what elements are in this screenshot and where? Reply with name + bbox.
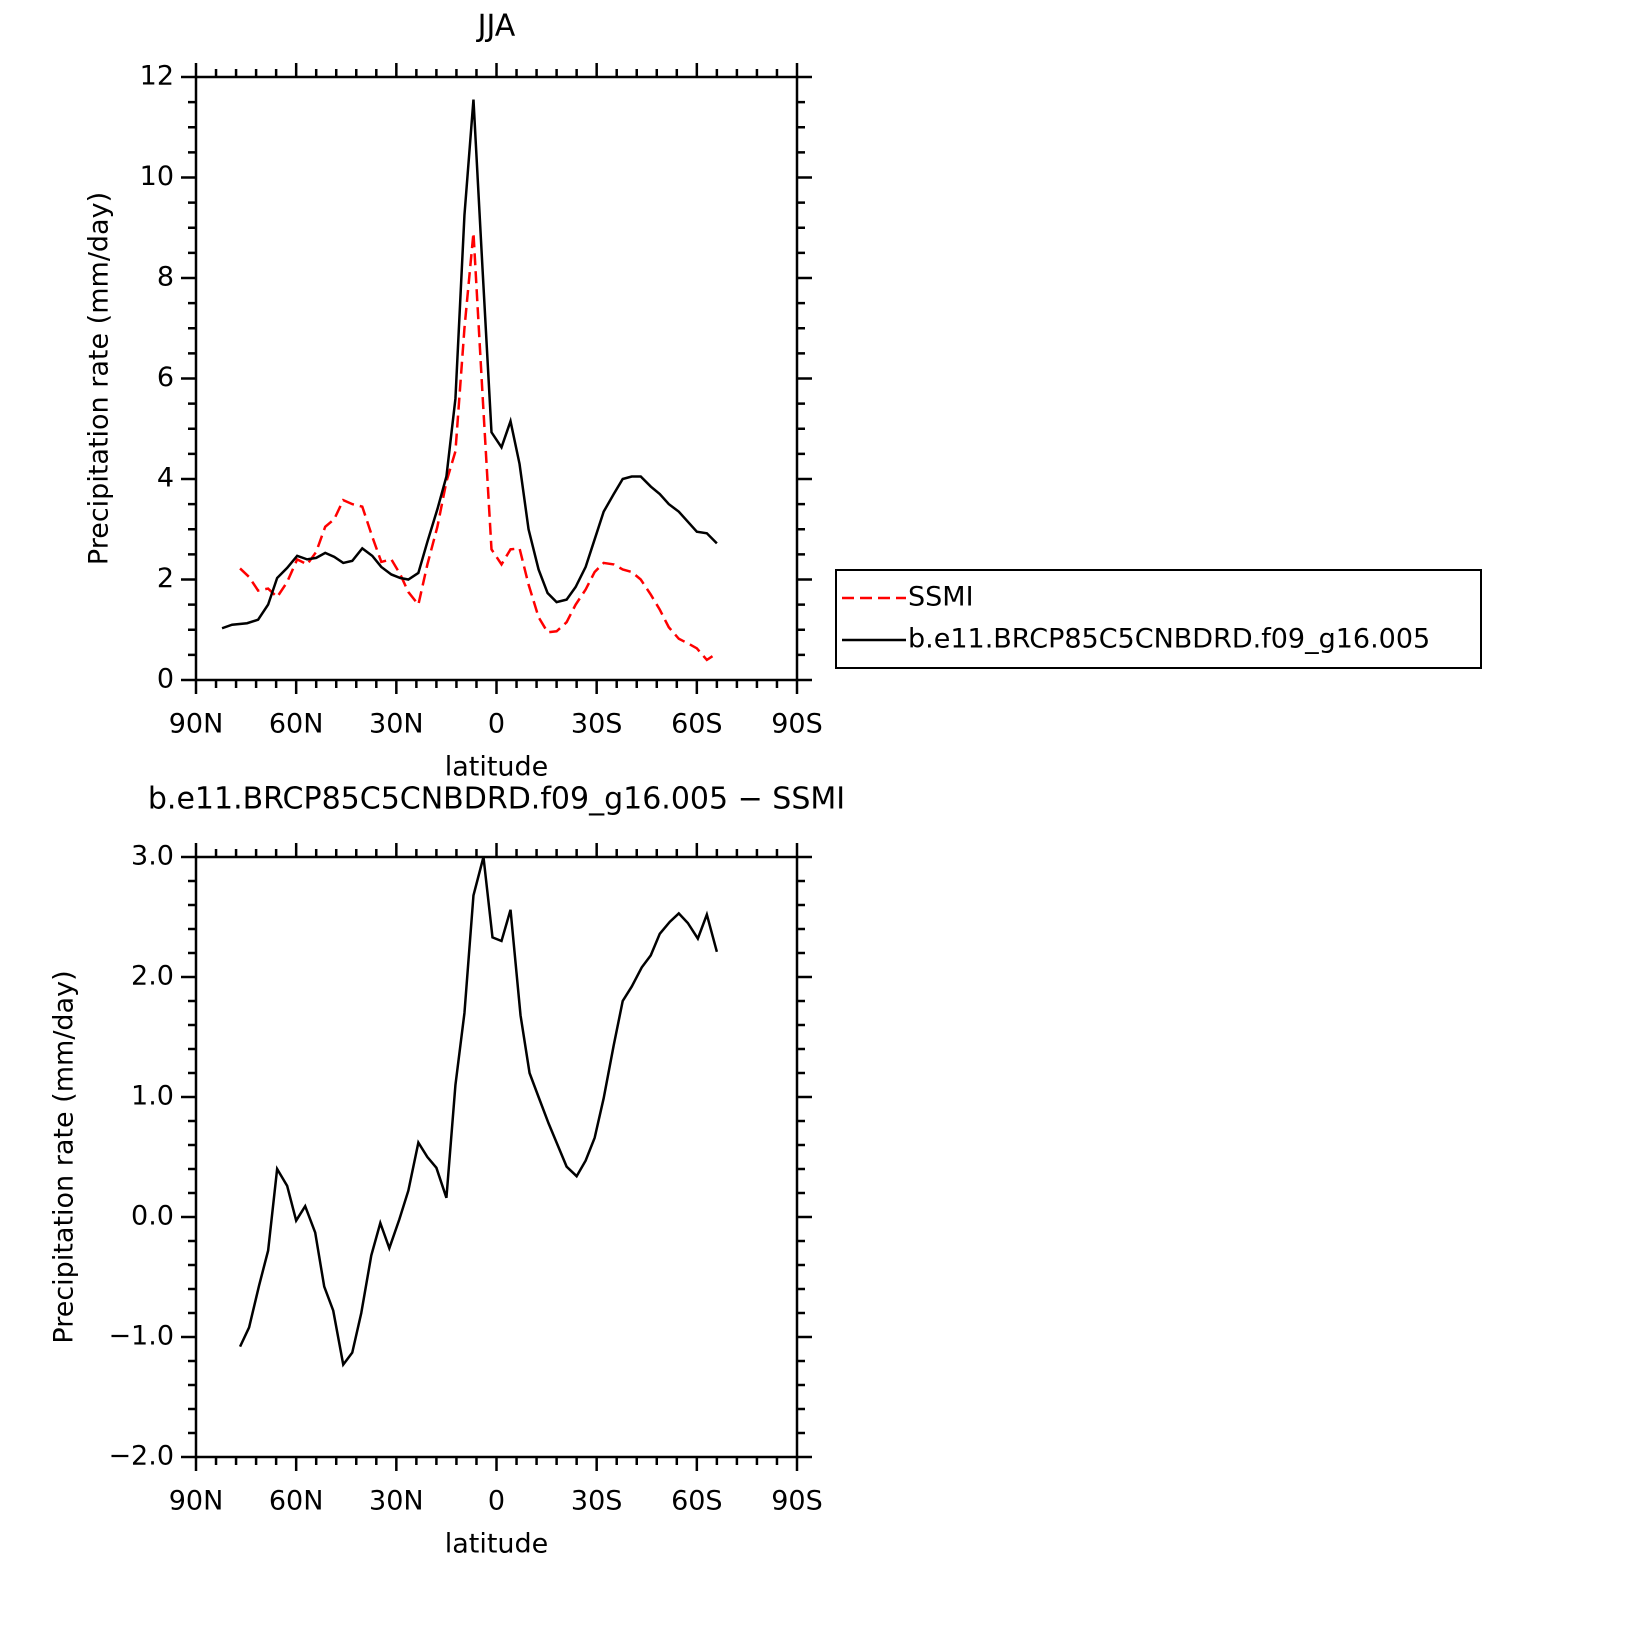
chart-title: JJA: [476, 9, 516, 44]
x-tick-label: 90S: [771, 1486, 823, 1517]
x-tick-label: 90S: [771, 709, 823, 740]
x-axis-label: latitude: [445, 752, 549, 783]
y-tick-label: 12: [140, 61, 174, 92]
x-tick-label: 30S: [571, 1486, 623, 1517]
data-line: [238, 856, 719, 1368]
y-tick-label: 10: [140, 161, 174, 192]
y-tick-label: 0: [157, 664, 174, 695]
y-tick-label: −1.0: [108, 1321, 174, 1352]
y-tick-label: 3.0: [131, 841, 174, 872]
x-tick-label: 0: [488, 709, 505, 740]
plot-frame: [194, 75, 799, 682]
y-tick-label: 6: [157, 362, 174, 393]
y-tick-label: 1.0: [131, 1081, 174, 1112]
y-tick-label: −2.0: [108, 1441, 174, 1472]
plot-frame: [194, 855, 799, 1459]
y-tick-label: 0.0: [131, 1201, 174, 1232]
chart-title: b.e11.BRCP85C5CNBDRD.f09_g16.005 − SSMI: [148, 782, 845, 817]
y-tick-label: 4: [157, 463, 174, 494]
x-tick-label: 90N: [169, 1486, 224, 1517]
legend-box: [835, 569, 1482, 669]
x-tick-label: 30N: [369, 1486, 424, 1517]
y-tick-label: 8: [157, 262, 174, 293]
y-tick-label: 2: [157, 563, 174, 594]
x-tick-label: 60S: [671, 1486, 723, 1517]
x-axis-label: latitude: [445, 1529, 549, 1560]
x-tick-label: 30N: [369, 709, 424, 740]
y-axis-label: Precipitation rate (mm/day): [49, 970, 80, 1343]
legend-label: b.e11.BRCP85C5CNBDRD.f09_g16.005: [908, 624, 1430, 655]
x-tick-label: 30S: [571, 709, 623, 740]
x-tick-label: 60S: [671, 709, 723, 740]
data-line: [239, 232, 718, 662]
legend-label: SSMI: [908, 582, 974, 613]
y-axis-label: Precipitation rate (mm/day): [84, 192, 115, 565]
x-tick-label: 90N: [169, 709, 224, 740]
y-tick-label: 2.0: [131, 961, 174, 992]
data-line: [221, 99, 718, 630]
x-tick-label: 60N: [269, 709, 324, 740]
x-tick-label: 60N: [269, 1486, 324, 1517]
x-tick-label: 0: [488, 1486, 505, 1517]
